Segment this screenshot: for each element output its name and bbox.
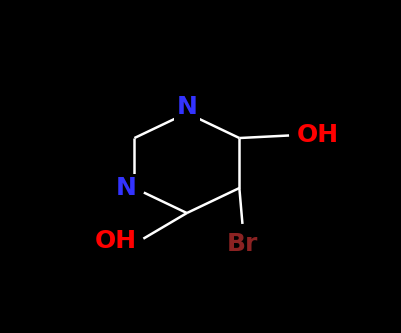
Text: N: N [116,176,137,200]
Text: OH: OH [95,229,137,253]
Text: N: N [176,95,197,119]
Text: OH: OH [297,124,339,148]
Text: Br: Br [227,232,258,256]
